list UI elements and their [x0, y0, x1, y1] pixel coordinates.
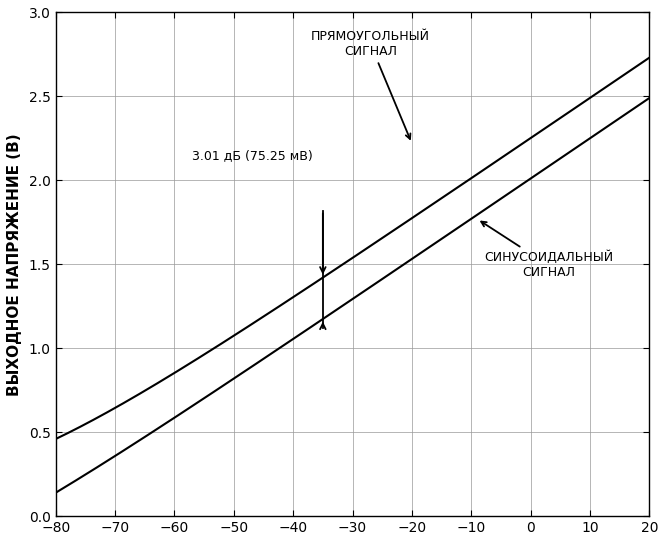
Text: СИНУСОИДАЛЬНЫЙ
СИГНАЛ: СИНУСОИДАЛЬНЫЙ СИГНАЛ: [481, 222, 613, 280]
Text: 3.01 дБ (75.25 мВ): 3.01 дБ (75.25 мВ): [192, 149, 313, 162]
Y-axis label: ВЫХОДНОЕ НАПРЯЖЕНИЕ (В): ВЫХОДНОЕ НАПРЯЖЕНИЕ (В): [7, 133, 22, 396]
Text: ПРЯМОУГОЛЬНЫЙ
СИГНАЛ: ПРЯМОУГОЛЬНЫЙ СИГНАЛ: [311, 30, 430, 139]
